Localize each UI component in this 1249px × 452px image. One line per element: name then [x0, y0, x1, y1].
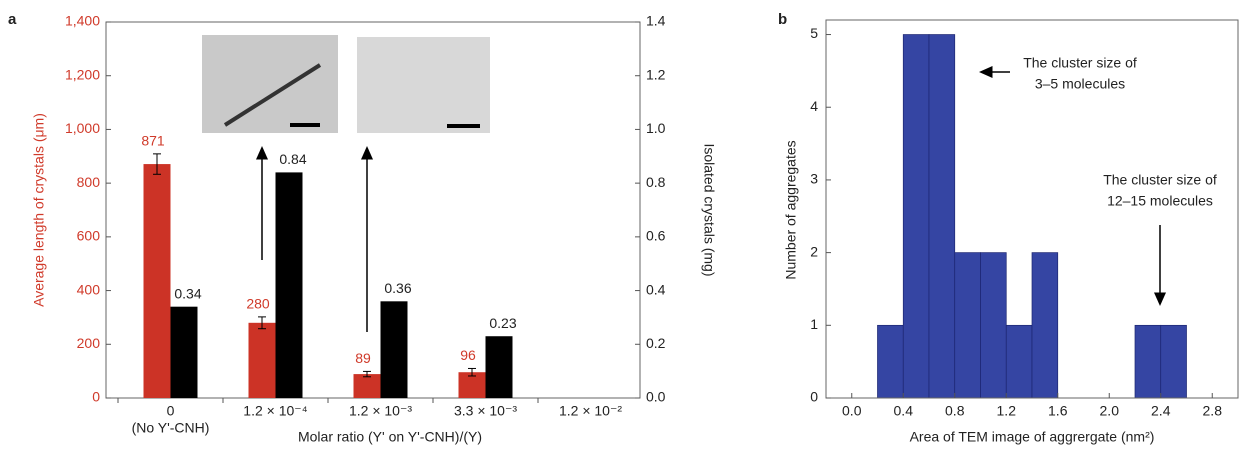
bar — [275, 172, 303, 398]
annotation: 3–5 molecules — [1035, 76, 1125, 92]
y-tick-label: 1,000 — [65, 120, 100, 136]
y-tick-label: 2 — [810, 243, 818, 259]
value-label: 89 — [355, 350, 371, 366]
annotation: The cluster size of — [1023, 55, 1137, 71]
y-tick-label: 200 — [77, 335, 101, 351]
x-tick-label: 0.4 — [894, 403, 914, 419]
value-label: 96 — [460, 347, 476, 363]
y-tick-label: 1,400 — [65, 13, 100, 29]
histogram-bar — [902, 34, 930, 399]
histogram-bar — [980, 252, 1007, 399]
y2-tick-label: 1.2 — [646, 66, 666, 82]
x-tick-label: 0 — [167, 403, 175, 419]
y2-tick-label: 0.2 — [646, 335, 666, 351]
histogram-bar — [928, 34, 956, 399]
x-axis-label: Area of TEM image of aggrergate (nm²) — [910, 429, 1155, 445]
y-tick-label: 4 — [810, 98, 818, 114]
value-label: 0.84 — [279, 151, 306, 167]
plot-frame — [825, 19, 1239, 399]
histogram-bar — [1160, 324, 1187, 399]
annotation: The cluster size of — [1103, 172, 1217, 188]
x-tick-label: 1.2 — [997, 403, 1017, 419]
value-label: 280 — [246, 296, 270, 312]
value-label: 871 — [141, 133, 165, 149]
histogram-bar — [1031, 252, 1059, 399]
x-axis-label: Molar ratio (Y' on Y'-CNH)/(Y) — [298, 429, 482, 445]
y2-tick-label: 0.8 — [646, 174, 666, 190]
bar — [380, 301, 408, 398]
y2-axis-label: Isolated crystals (mg) — [701, 143, 717, 276]
x-tick-label: 1.2 × 10⁻⁴ — [243, 403, 307, 419]
y-axis-label: Average length of crystals (μm) — [31, 113, 47, 307]
y2-tick-label: 1.4 — [646, 13, 666, 29]
y2-tick-label: 0.4 — [646, 281, 666, 297]
x-tick-label: 2.8 — [1203, 403, 1223, 419]
y-tick-label: 600 — [77, 228, 101, 244]
x-tick-label: 1.6 — [1048, 403, 1068, 419]
bar — [485, 336, 513, 398]
y-tick-label: 0 — [92, 389, 100, 405]
y2-tick-label: 1.0 — [646, 120, 666, 136]
inset-image — [202, 35, 338, 133]
bar — [458, 372, 486, 398]
x-tick-label: 2.0 — [1100, 403, 1120, 419]
value-label: 0.23 — [489, 315, 516, 331]
x-tick-label: 1.2 × 10⁻² — [559, 403, 622, 419]
bar — [353, 374, 381, 398]
x-tick-label: 2.4 — [1151, 403, 1171, 419]
x-tick-label: 0.0 — [842, 403, 862, 419]
panel-label: b — [778, 11, 787, 28]
annotation: 12–15 molecules — [1107, 193, 1213, 209]
histogram-bar — [1005, 324, 1033, 399]
histogram-bar — [1134, 324, 1162, 399]
x-tick-label: 1.2 × 10⁻³ — [349, 403, 412, 419]
bar — [248, 322, 276, 398]
y-axis-label: Number of aggregates — [783, 140, 799, 279]
y2-tick-label: 0.6 — [646, 228, 666, 244]
value-label: 0.34 — [174, 285, 201, 301]
y2-tick-label: 0.0 — [646, 389, 666, 405]
x-tick-label: 3.3 × 10⁻³ — [454, 403, 517, 419]
y-tick-label: 5 — [810, 25, 818, 41]
y-tick-label: 3 — [810, 171, 818, 187]
histogram-bar — [877, 324, 904, 399]
y-tick-label: 1 — [810, 316, 818, 332]
x-tick-label: 0.8 — [945, 403, 965, 419]
inset-image — [357, 37, 490, 133]
x-tick-note: (No Y'-CNH) — [132, 420, 210, 436]
y-tick-label: 1,200 — [65, 66, 100, 82]
y-tick-label: 800 — [77, 174, 101, 190]
inset-crystal — [223, 63, 322, 127]
value-label: 0.36 — [384, 280, 411, 296]
bar — [170, 306, 198, 398]
histogram-bar — [954, 252, 981, 399]
y-tick-label: 400 — [77, 281, 101, 297]
y-tick-label: 0 — [810, 389, 818, 405]
bar — [143, 164, 171, 398]
panel-label: a — [8, 11, 17, 28]
